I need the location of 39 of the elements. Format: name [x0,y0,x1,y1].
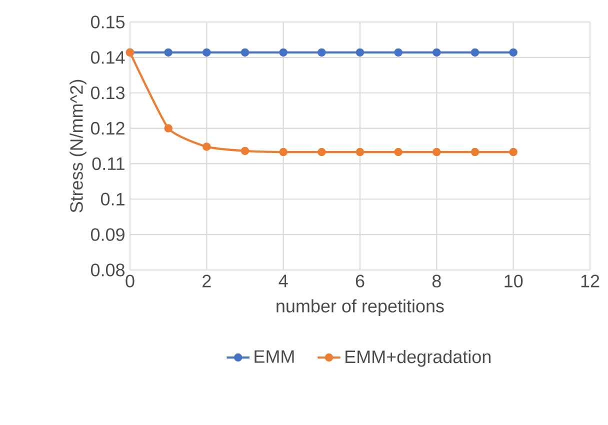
point [240,48,250,57]
legend-label: EMM+degradation [346,350,490,367]
point [394,148,402,156]
point [164,48,172,57]
x-tick-label: 8 [432,274,441,288]
point [356,148,364,156]
point [509,48,518,57]
point [432,48,441,57]
y-tick-label: 0.14 [90,51,125,64]
legend-label: EMM [254,350,294,363]
point [279,148,288,156]
x-tick-label: 0 [126,274,134,288]
point [432,148,441,156]
point [394,48,402,57]
point [202,48,211,57]
y-tick-label: 0.09 [90,228,124,241]
point [164,124,172,132]
x-axis-title: number of repetitions [276,299,444,316]
point [470,48,480,57]
y-tick-label: 0.15 [90,16,125,28]
point [279,48,288,57]
point [509,148,518,156]
point [470,148,480,156]
y-tick-label: 0.13 [90,86,125,100]
y-axis-title: Stress (N/mm^2) [70,80,86,212]
point [356,48,364,57]
y-tick-label: 0.12 [90,122,124,135]
x-tick-label: 6 [356,274,364,288]
x-tick-label: 2 [202,274,211,288]
x-tick-label: 12 [581,274,600,288]
y-tick-label: 0.08 [90,264,125,276]
point [318,48,326,57]
point [318,148,326,156]
y-tick-label: 0.1 [100,192,124,206]
x-tick-label: 4 [278,274,288,288]
point [240,146,250,156]
point [202,142,211,151]
x-tick-label: 10 [504,274,523,288]
y-tick-label: 0.11 [92,157,124,170]
